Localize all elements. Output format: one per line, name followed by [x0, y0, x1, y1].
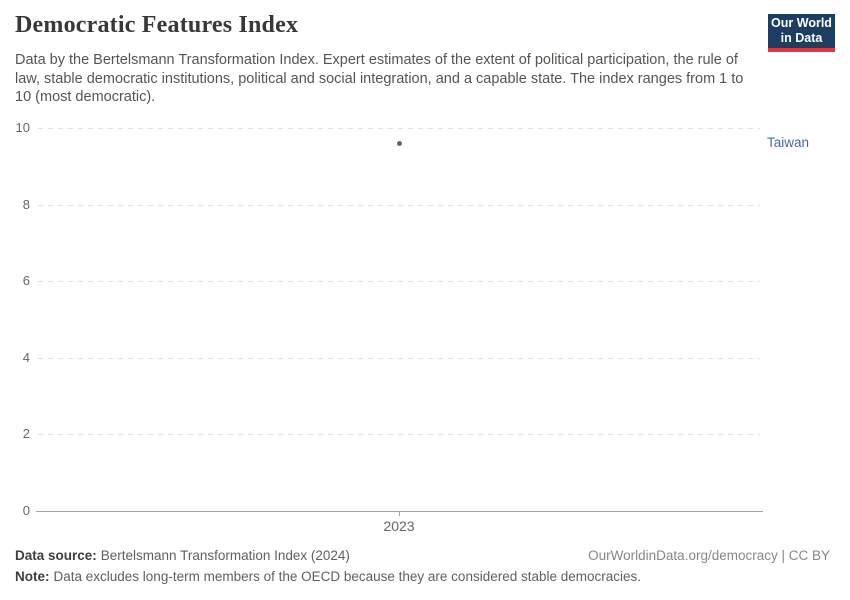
y-axis-tick-label: 10	[15, 120, 30, 135]
x-axis-tick-label: 2023	[383, 518, 415, 534]
y-axis-tick-label: 4	[22, 349, 30, 365]
footer: Data source: Bertelsmann Transformation I…	[15, 548, 830, 563]
owid-logo-line1: Our World	[771, 16, 832, 30]
chart-note: Note: Data excludes long-term members of …	[15, 569, 830, 584]
y-axis-tick-label: 0	[22, 503, 30, 518]
owid-logo-line2: in Data	[780, 31, 823, 45]
x-axis-tickmark	[399, 511, 400, 516]
chart-subtitle: Data by the Bertelsmann Transformation I…	[15, 52, 744, 105]
entity-label-taiwan[interactable]: Taiwan	[767, 135, 810, 151]
data-source-label: Data source:	[15, 548, 97, 563]
data-source-text: Bertelsmann Transformation Index (2024)	[100, 548, 350, 563]
horizontal-gridline	[38, 204, 760, 206]
horizontal-gridline	[38, 434, 760, 436]
horizontal-gridline	[38, 357, 760, 359]
y-axis-tick-label: 2	[22, 426, 30, 442]
note-text: Data excludes long-term members of the O…	[53, 569, 642, 584]
data-point-taiwan[interactable]	[396, 140, 402, 146]
y-axis-tick-label: 6	[22, 273, 30, 289]
attribution-link[interactable]: OurWorldinData.org/democracy | CC BY	[588, 548, 830, 563]
horizontal-gridline	[38, 281, 760, 283]
y-axis-tick-label: 8	[22, 196, 30, 212]
horizontal-gridline	[38, 128, 760, 129]
note-label: Note:	[15, 569, 50, 584]
owid-logo[interactable]: Our World in Data	[768, 14, 835, 52]
data-source-line: Data source: Bertelsmann Transformation I…	[15, 548, 350, 563]
chart-title: Democratic Features Index	[15, 12, 299, 38]
